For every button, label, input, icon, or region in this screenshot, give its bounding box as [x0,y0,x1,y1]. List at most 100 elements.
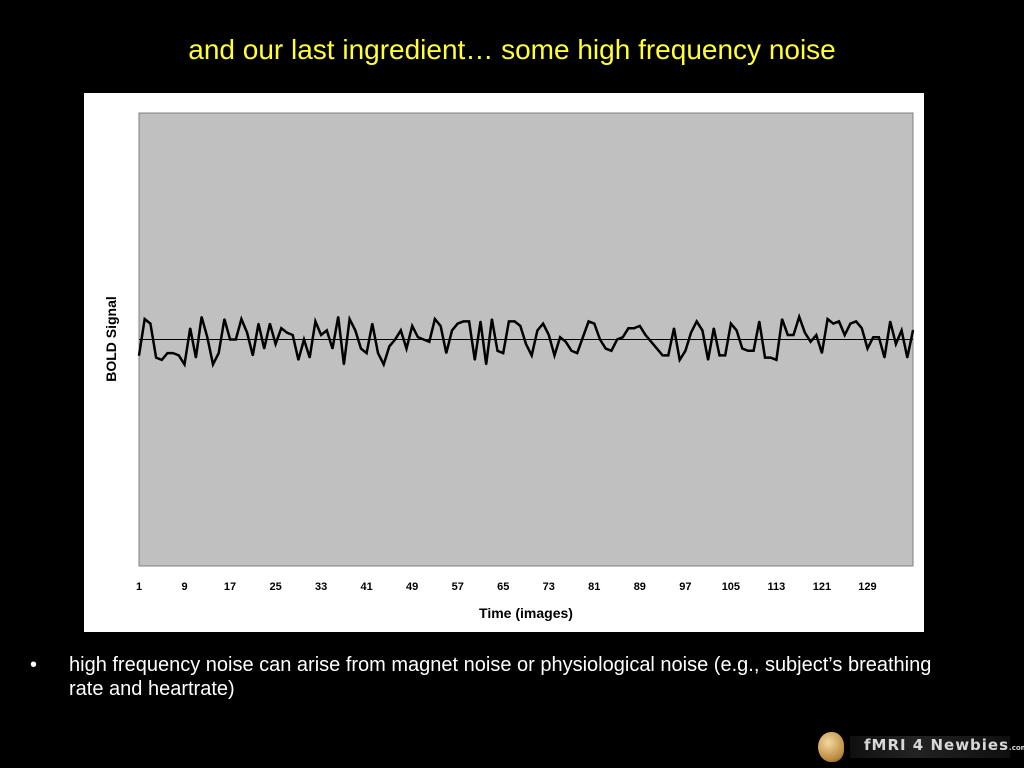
series-point [161,359,163,361]
series-point [735,329,738,332]
series-point [565,341,567,343]
series-point [195,356,197,359]
series-point [286,331,288,334]
x-tick-label: 65 [497,581,509,593]
x-tick-label: 89 [634,581,646,593]
brain-head-icon [818,732,844,762]
series-point [326,329,328,332]
series-point [866,347,869,350]
series-point [650,341,652,343]
series-point [496,350,499,352]
chart-panel: 1 9 17 25 33 41 49 57 65 73 81 89 97 105 113 121 129 Tim… [84,93,924,632]
series-point [417,336,419,338]
series-point [587,320,590,323]
x-tick-label: 17 [224,581,236,593]
series-point [337,316,339,318]
series-point [536,329,539,332]
series-point [690,331,692,334]
series-point [212,363,214,366]
series-point [627,327,630,329]
series-point [297,359,300,361]
series-point [308,356,311,359]
y-axis-label: BOLD Signal [103,296,119,382]
series-point [559,336,561,338]
series-point [394,338,396,341]
series-point [610,350,613,352]
series-point [747,350,749,352]
x-tick-label: 57 [452,581,464,593]
series-point [468,320,470,323]
bullet-text: high frequency noise can arise from magn… [69,654,932,700]
slide-title: and our last ingredient… some high frequ… [188,34,836,65]
series-point [365,352,368,354]
series-point [314,320,317,323]
series-point [434,318,436,320]
series-point [809,341,812,343]
x-tick-label: 105 [722,581,740,593]
series-point [451,329,453,332]
series-point [491,318,493,320]
series-point [684,350,687,352]
series-point [246,331,248,334]
series-point [445,352,448,354]
series-point [280,327,283,329]
series-point [616,338,618,341]
series-point [878,336,880,338]
x-tick-label: 113 [768,581,786,593]
series-point [775,359,778,361]
bullet-marker: • [30,654,38,676]
logo-suffix: .com [1009,744,1024,752]
series-point [240,318,243,320]
series-point [861,327,863,329]
series-point [411,325,414,327]
series-point [900,329,903,332]
series-point [462,320,465,323]
series-point [166,352,169,354]
series-point [200,316,203,318]
series-point [553,354,556,357]
series-point [667,354,670,357]
series-point [826,318,829,320]
series-point [673,327,675,329]
series-point [769,356,772,359]
series-point [570,350,573,352]
series-point [348,318,351,320]
series-point [764,356,766,359]
series-point [405,347,408,350]
x-tick-label: 121 [813,581,831,593]
series-point [787,334,789,336]
series-point [622,336,624,338]
series-point [343,363,345,366]
x-tick-label: 9 [181,581,187,593]
series-point [912,329,914,332]
series-point [525,343,527,345]
series-point [707,359,709,361]
series-point [303,338,305,341]
series-point [422,338,425,341]
series-point [400,329,402,332]
series-point [798,316,800,318]
series-point [530,354,533,357]
series-point [257,322,260,325]
series-point [223,318,226,320]
x-tick-labels: 1 9 17 25 33 41 49 57 65 73 81 89 97 105 113 121 129 [136,581,877,593]
series-point [832,322,835,325]
series-point [633,327,635,329]
series-point [718,354,721,357]
series-point [730,322,732,325]
series-point [855,320,857,323]
series-point [804,331,806,334]
site-logo: fMRI 4 Newbies.com [816,726,1024,766]
series-point [479,320,482,323]
series-point [695,320,698,323]
logo-name: fMRI 4 Newbies [864,736,1010,754]
series-point [149,322,152,325]
series-point [155,356,157,359]
x-tick-label: 33 [315,581,327,593]
series-point [269,322,271,325]
series-point [678,359,681,361]
series-point [235,338,237,341]
series-point [849,322,852,325]
series-point [377,352,379,354]
series-point [883,356,886,359]
